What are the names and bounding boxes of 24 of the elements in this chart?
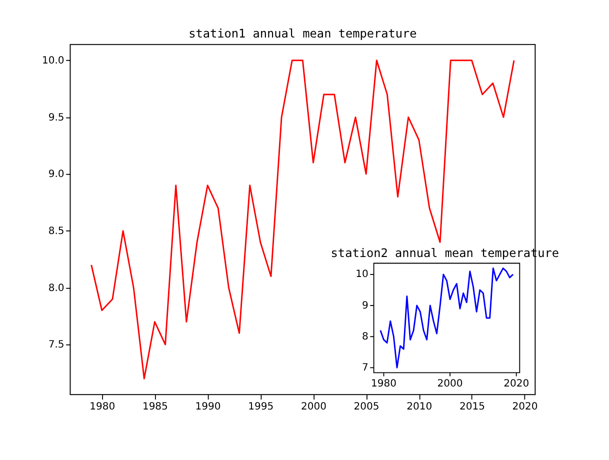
y-tick-label: 7 [362, 362, 368, 374]
x-tick-label: 1995 [248, 402, 274, 413]
y-tick-label: 9.5 [48, 112, 64, 124]
x-tick-label: 1990 [195, 402, 221, 413]
x-tick-label: 2010 [406, 402, 432, 413]
y-tick-label: 7.5 [48, 340, 64, 351]
chart-title: station1 annual mean temperature [188, 26, 417, 41]
x-tick-label: 2005 [354, 402, 380, 413]
y-tick-label: 9 [362, 300, 368, 312]
y-tick-label: 8 [362, 331, 368, 342]
x-tick-label: 2020 [512, 402, 538, 413]
x-tick-label: 1985 [142, 402, 168, 413]
y-tick-label: 9.0 [48, 169, 64, 180]
x-tick-label: 1980 [90, 402, 116, 413]
x-tick-label: 2000 [300, 402, 326, 413]
y-tick-label: 10.0 [42, 56, 64, 67]
y-tick-label: 8.5 [48, 226, 64, 238]
y-tick-label: 8.0 [48, 282, 64, 294]
x-tick-label: 2020 [504, 378, 530, 390]
line-series [380, 268, 514, 368]
x-tick-label: 1980 [370, 378, 396, 390]
y-tick-label: 10 [356, 269, 368, 280]
x-tick-label: 2000 [437, 378, 463, 390]
x-tick-label: 2015 [459, 402, 485, 413]
